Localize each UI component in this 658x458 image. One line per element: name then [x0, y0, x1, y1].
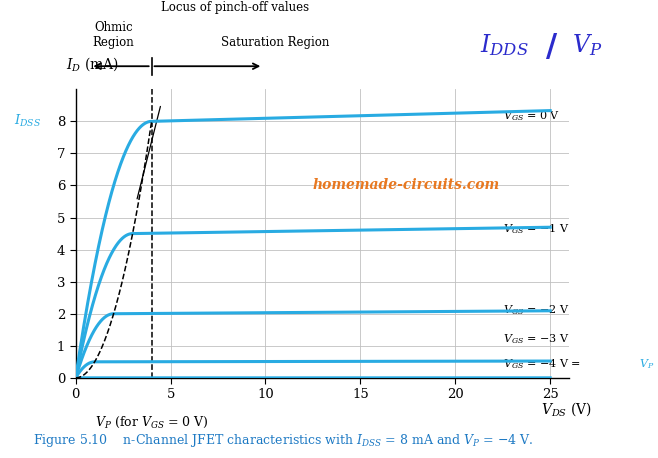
Text: Locus of pinch-off values: Locus of pinch-off values	[161, 1, 309, 14]
Text: $V_{GS}$ = −4 V =: $V_{GS}$ = −4 V =	[503, 358, 582, 371]
Text: $V_P$ (for $V_{GS}$ = 0 V): $V_P$ (for $V_{GS}$ = 0 V)	[95, 415, 209, 430]
Text: $V_{DS}$ (V): $V_{DS}$ (V)	[541, 400, 592, 418]
Text: Figure 5.10    n-Channel JFET characteristics with $I_{DSS}$ = 8 mA and $V_P$ = : Figure 5.10 n-Channel JFET characteristi…	[33, 432, 534, 449]
Text: $I_D$ (mA): $I_D$ (mA)	[66, 55, 119, 73]
Text: /: /	[546, 32, 557, 63]
Text: Saturation Region: Saturation Region	[220, 36, 329, 49]
Text: $V_{GS}$ = −3 V: $V_{GS}$ = −3 V	[503, 333, 569, 346]
Text: $I_{DDS}$: $I_{DDS}$	[480, 32, 529, 58]
Text: homemade-circuits.com: homemade-circuits.com	[313, 178, 500, 192]
Text: $V_P$: $V_P$	[640, 358, 655, 371]
Text: $V_P$: $V_P$	[572, 32, 603, 58]
Text: $V_{GS}$ = −2 V: $V_{GS}$ = −2 V	[503, 304, 569, 317]
Text: $V_{GS}$ = 0 V: $V_{GS}$ = 0 V	[503, 109, 560, 124]
Text: $I_{DSS}$: $I_{DSS}$	[14, 113, 41, 130]
Text: Ohmic
Region: Ohmic Region	[93, 21, 134, 49]
Text: $V_{GS}$ = −1 V: $V_{GS}$ = −1 V	[503, 222, 569, 236]
